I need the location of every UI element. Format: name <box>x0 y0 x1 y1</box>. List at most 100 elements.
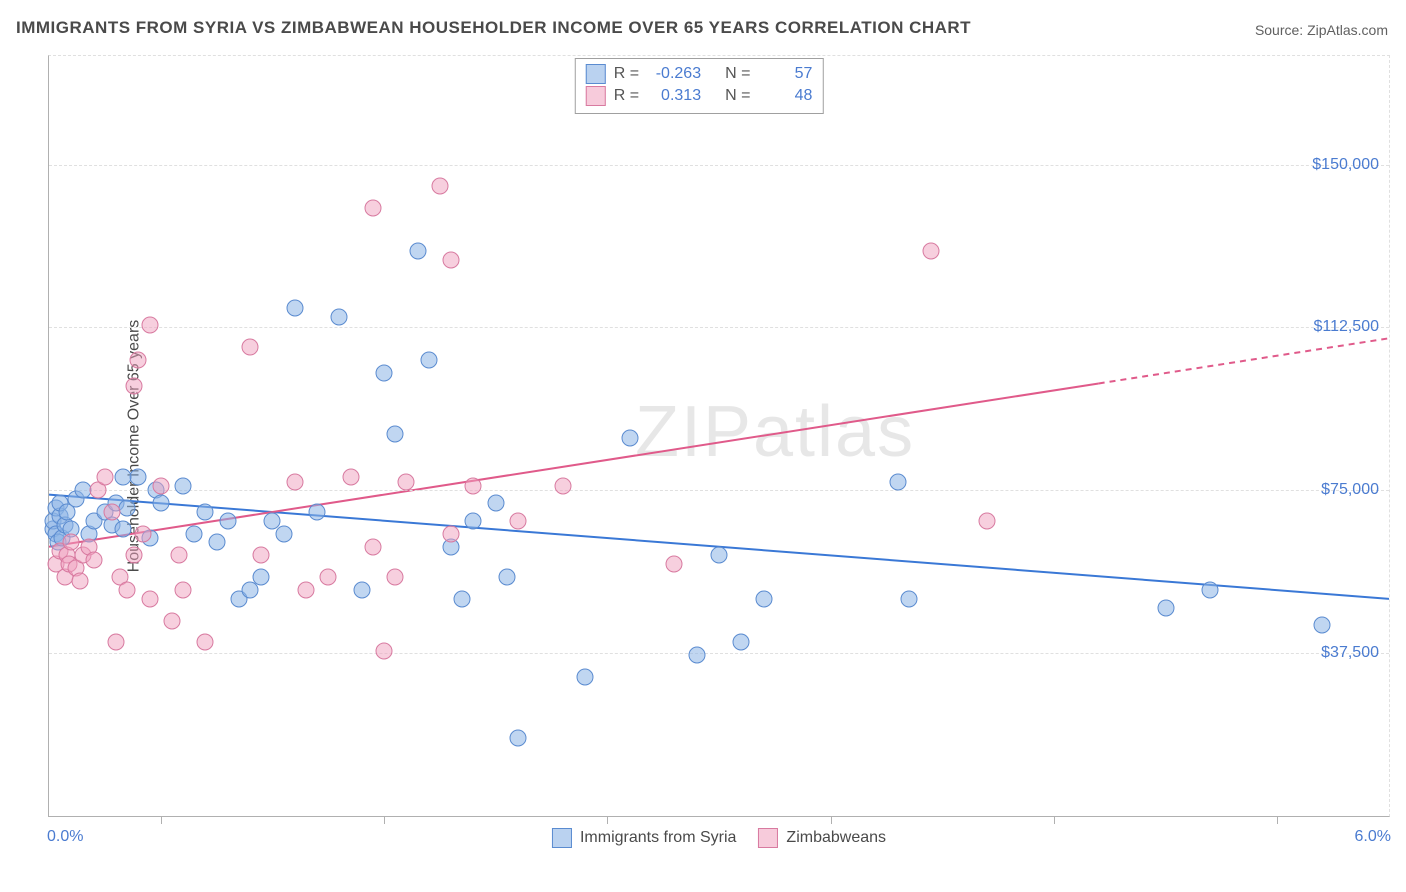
data-point <box>186 525 203 542</box>
data-point <box>979 512 996 529</box>
bottom-legend: Immigrants from Syria Zimbabweans <box>552 828 886 848</box>
data-point <box>431 178 448 195</box>
gridline <box>49 327 1389 328</box>
data-point <box>577 669 594 686</box>
gridline <box>49 165 1389 166</box>
x-tick <box>384 816 385 824</box>
data-point <box>1314 616 1331 633</box>
x-tick <box>1054 816 1055 824</box>
data-point <box>554 477 571 494</box>
data-point <box>342 469 359 486</box>
stat-n-label: N = <box>725 65 750 83</box>
gridline <box>49 490 1389 491</box>
data-point <box>130 352 147 369</box>
data-point <box>398 473 415 490</box>
data-point <box>309 504 326 521</box>
data-point <box>666 556 683 573</box>
data-point <box>108 634 125 651</box>
stat-n-value: 48 <box>758 87 812 105</box>
stat-r-label: R = <box>614 87 639 105</box>
data-point <box>170 547 187 564</box>
data-point <box>923 243 940 260</box>
data-point <box>1157 599 1174 616</box>
data-point <box>1202 582 1219 599</box>
data-point <box>376 642 393 659</box>
data-point <box>353 582 370 599</box>
stat-n-value: 57 <box>758 65 812 83</box>
data-point <box>275 525 292 542</box>
x-tick <box>607 816 608 824</box>
data-point <box>219 512 236 529</box>
data-point <box>465 477 482 494</box>
x-min-label: 0.0% <box>47 828 83 846</box>
data-point <box>733 634 750 651</box>
data-point <box>119 499 136 516</box>
stat-r-label: R = <box>614 65 639 83</box>
correlation-stats-box: R = -0.263 N = 57 R = 0.313 N = 48 <box>575 58 824 114</box>
data-point <box>711 547 728 564</box>
data-point <box>125 547 142 564</box>
data-point <box>487 495 504 512</box>
data-point <box>376 365 393 382</box>
data-point <box>443 252 460 269</box>
legend-label: Immigrants from Syria <box>580 829 736 847</box>
data-point <box>498 569 515 586</box>
data-point <box>114 469 131 486</box>
stats-row-series-1: R = -0.263 N = 57 <box>586 63 813 85</box>
stat-r-value: 0.313 <box>647 87 701 105</box>
data-point <box>900 590 917 607</box>
swatch-icon <box>758 828 778 848</box>
legend-label: Zimbabweans <box>786 829 886 847</box>
y-tick-label: $75,000 <box>1321 481 1379 499</box>
x-tick <box>831 816 832 824</box>
data-point <box>286 473 303 490</box>
data-point <box>175 582 192 599</box>
data-point <box>72 573 89 590</box>
data-point <box>889 473 906 490</box>
source-credit: Source: ZipAtlas.com <box>1255 22 1388 38</box>
data-point <box>387 569 404 586</box>
x-max-label: 6.0% <box>1355 828 1391 846</box>
data-point <box>465 512 482 529</box>
data-point <box>175 477 192 494</box>
data-point <box>141 317 158 334</box>
chart-title: IMMIGRANTS FROM SYRIA VS ZIMBABWEAN HOUS… <box>16 18 971 38</box>
data-point <box>510 512 527 529</box>
x-tick <box>161 816 162 824</box>
data-point <box>103 504 120 521</box>
swatch-icon <box>586 86 606 106</box>
x-tick <box>1277 816 1278 824</box>
data-point <box>253 569 270 586</box>
data-point <box>119 582 136 599</box>
swatch-icon <box>586 64 606 84</box>
data-point <box>297 582 314 599</box>
data-point <box>621 430 638 447</box>
data-point <box>755 590 772 607</box>
source-prefix: Source: <box>1255 22 1307 38</box>
trend-lines-layer <box>49 56 1389 816</box>
data-point <box>163 612 180 629</box>
stat-n-label: N = <box>725 87 750 105</box>
data-point <box>443 525 460 542</box>
data-point <box>130 469 147 486</box>
data-point <box>409 243 426 260</box>
stats-row-series-2: R = 0.313 N = 48 <box>586 85 813 107</box>
data-point <box>74 482 91 499</box>
data-point <box>208 534 225 551</box>
data-point <box>125 378 142 395</box>
data-point <box>152 477 169 494</box>
data-point <box>253 547 270 564</box>
source-link[interactable]: ZipAtlas.com <box>1307 22 1388 38</box>
data-point <box>242 338 259 355</box>
legend-item: Immigrants from Syria <box>552 828 736 848</box>
data-point <box>134 525 151 542</box>
data-point <box>331 308 348 325</box>
y-tick-label: $37,500 <box>1321 644 1379 662</box>
data-point <box>197 504 214 521</box>
data-point <box>152 495 169 512</box>
data-point <box>387 425 404 442</box>
gridline <box>49 653 1389 654</box>
data-point <box>364 538 381 555</box>
data-point <box>454 590 471 607</box>
data-point <box>141 590 158 607</box>
